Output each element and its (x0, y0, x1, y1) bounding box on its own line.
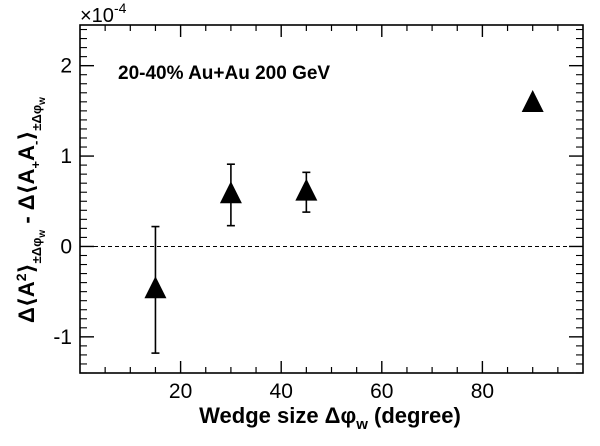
data-point-triangle (521, 89, 544, 112)
x-tick-label: 20 (169, 380, 192, 403)
y-tick-label: -1 (53, 326, 72, 349)
x-tick-label: 40 (270, 380, 293, 403)
data-point-triangle (219, 181, 242, 204)
y-axis-label: Δ⟨A2⟩±Δφw - Δ⟨A+A-⟩±Δφw (13, 97, 48, 323)
y-tick-label: 2 (60, 55, 72, 78)
y-scale-factor: ×10-4 (80, 0, 127, 27)
x-tick-label: 80 (471, 380, 494, 403)
y-tick-label: 0 (60, 235, 72, 258)
data-point-triangle (144, 276, 167, 299)
data-point-triangle (295, 178, 318, 201)
x-tick-label: 60 (370, 380, 393, 403)
svg-text:Δ⟨A2⟩±Δφw - Δ⟨A+A-⟩±Δφw: Δ⟨A2⟩±Δφw - Δ⟨A+A-⟩±Δφw (13, 97, 48, 323)
axes: 20 40 60 80 -1 0 1 2 (53, 24, 584, 403)
data-points (144, 89, 544, 354)
y-tick-label: 1 (60, 145, 72, 168)
x-axis-label: Wedge size Δφw (degree) (199, 403, 461, 433)
chart-annotation: 20-40% Au+Au 200 GeV (118, 63, 330, 84)
